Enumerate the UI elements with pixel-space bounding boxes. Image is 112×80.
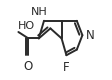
Text: N: N	[86, 29, 94, 42]
Text: HO: HO	[18, 21, 35, 31]
Text: F: F	[63, 61, 70, 74]
Text: NH: NH	[31, 7, 48, 17]
Text: O: O	[24, 60, 33, 73]
